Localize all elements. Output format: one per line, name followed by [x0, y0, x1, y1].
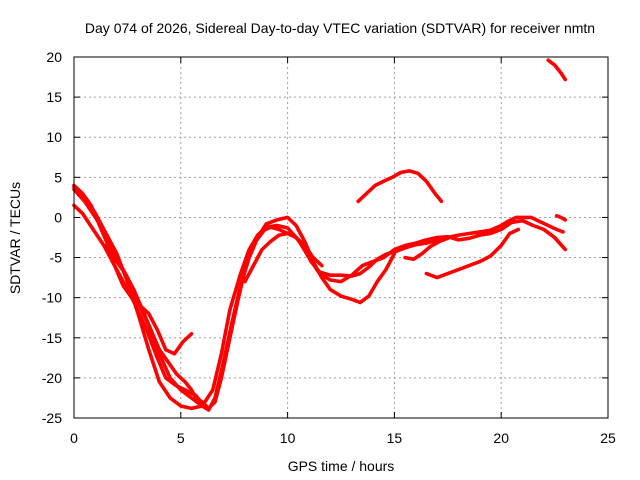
sat-track-9	[546, 58, 568, 82]
y-tick-label: 15	[46, 89, 62, 105]
x-tick-label: 5	[177, 430, 185, 446]
plot-frame	[73, 56, 609, 419]
sat-track-4	[72, 183, 209, 408]
y-tick-label: 0	[54, 209, 62, 225]
y-tick-label: 20	[46, 49, 62, 65]
y-axis-title: SDTVAR / TECUs	[7, 182, 23, 294]
y-tick-label: -15	[42, 330, 62, 346]
x-tick-labels: 0 5 10 15 20 25	[70, 430, 616, 446]
x-axis-title: GPS time / hours	[288, 458, 395, 474]
x-tick-label: 10	[280, 430, 296, 446]
y-tick-label: -5	[50, 250, 63, 266]
chart-title: Day 074 of 2026, Sidereal Day-to-day VTE…	[85, 20, 595, 36]
sat-track-11	[403, 236, 450, 262]
y-tick-label: 10	[46, 129, 62, 145]
tick-marks	[73, 56, 609, 419]
y-tick-label: -20	[42, 370, 62, 386]
y-tick-label: -25	[42, 410, 62, 426]
y-tick-label: 5	[54, 169, 62, 185]
sat-track-10	[554, 214, 568, 222]
sat-track-7	[356, 169, 444, 204]
x-tick-label: 0	[70, 430, 78, 446]
y-tick-label: -10	[42, 290, 62, 306]
sat-track-5	[104, 243, 194, 356]
x-tick-label: 20	[493, 430, 509, 446]
x-tick-label: 15	[387, 430, 403, 446]
sat-track-2	[72, 187, 568, 411]
sat-track-8	[424, 227, 521, 280]
x-tick-label: 25	[600, 430, 616, 446]
y-tick-labels: -25 -20 -15 -10 -5 0 5 10 15 20	[42, 49, 62, 426]
sat-track-6	[243, 231, 324, 284]
series-layer	[72, 58, 568, 412]
